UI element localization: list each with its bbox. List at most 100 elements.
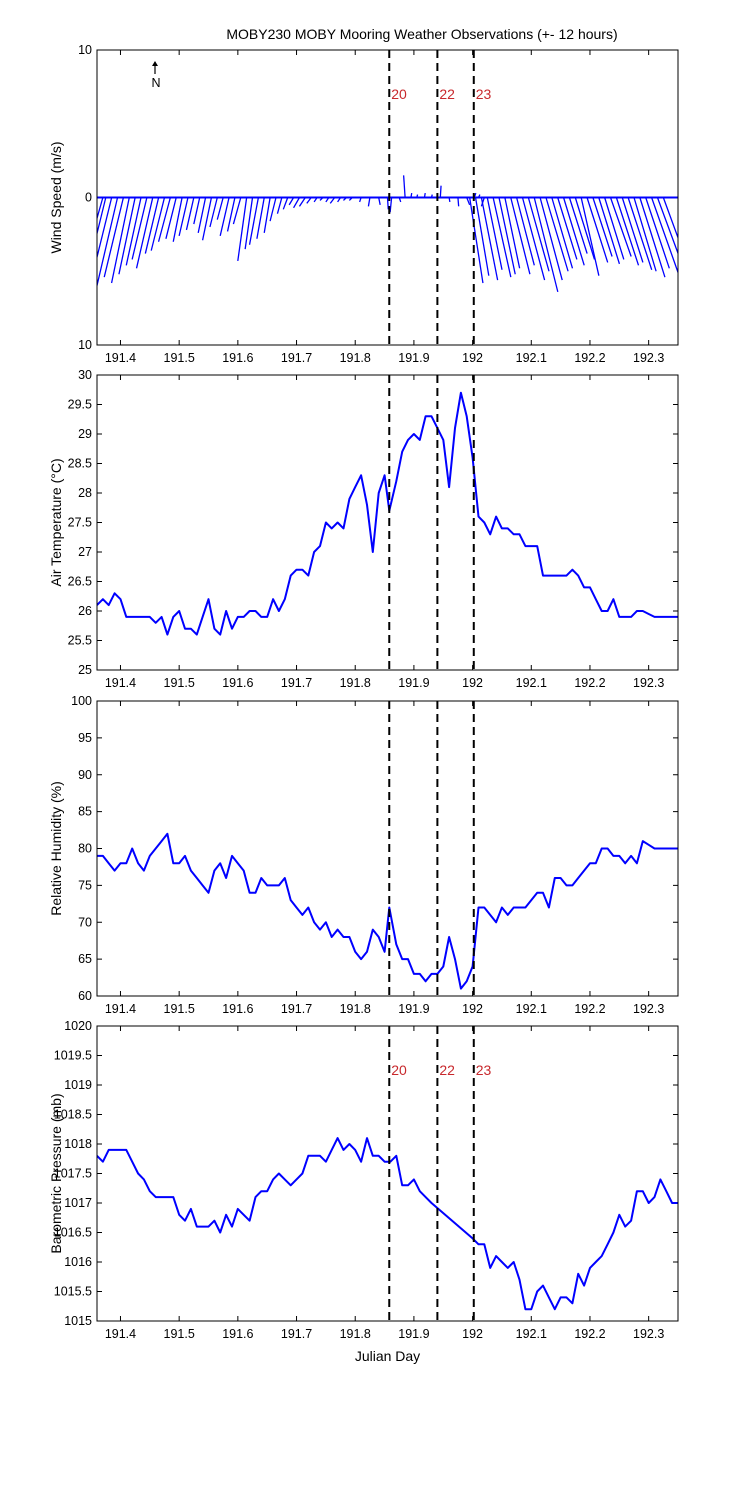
wind-stick xyxy=(448,197,451,203)
y-tick-label: 26 xyxy=(78,604,92,618)
wind-stick xyxy=(348,197,353,201)
y-tick-label: 70 xyxy=(78,915,92,929)
y-tick-label: 0 xyxy=(85,191,92,205)
wind-stick xyxy=(527,197,550,272)
y-tick-label: 75 xyxy=(78,878,92,892)
wind-stick xyxy=(125,197,142,266)
figure-title: MOBY230 MOBY Mooring Weather Observation… xyxy=(226,26,617,42)
y-tick-label: 95 xyxy=(78,731,92,745)
wind-stick xyxy=(237,197,248,262)
x-tick-label: 192.3 xyxy=(633,676,664,690)
x-tick-label: 191.9 xyxy=(398,351,429,365)
x-tick-label: 191.8 xyxy=(340,676,371,690)
relative-humidity-line xyxy=(97,832,678,990)
y-tick-label: 1020 xyxy=(64,1019,92,1033)
wind-stick xyxy=(178,197,189,236)
wind-stick xyxy=(219,197,230,236)
panel-relative-humidity: 60 65 70 75 80 85 90 95 100 191.4 191.5 191.6 191.7 1… xyxy=(48,694,679,1016)
wind-stick xyxy=(319,197,324,201)
y-tick-label: 90 xyxy=(78,768,92,782)
wind-stick xyxy=(474,197,490,276)
wind-stick xyxy=(193,197,201,225)
x-tick-label: 191.5 xyxy=(164,676,195,690)
wind-stick xyxy=(498,197,516,275)
wind-stick xyxy=(621,197,644,263)
plot-area xyxy=(97,391,678,636)
x-tick-label: 191.8 xyxy=(340,351,371,365)
wind-stick xyxy=(226,197,236,232)
wind-stick xyxy=(598,197,621,265)
x-tick-label: 192.1 xyxy=(516,1327,547,1341)
wind-stick xyxy=(232,197,242,225)
wind-stick xyxy=(574,197,596,260)
wind-stick xyxy=(97,197,113,260)
y-tick-label: 28 xyxy=(78,486,92,500)
wind-stick xyxy=(131,197,148,260)
wind-stick xyxy=(276,197,283,214)
x-tick-label: 191.6 xyxy=(222,1002,253,1016)
wind-stick xyxy=(256,197,265,239)
wind-stick xyxy=(329,197,336,204)
wind-stick xyxy=(477,194,481,198)
wind-stick xyxy=(110,197,130,284)
x-tick-label: 192.2 xyxy=(574,351,605,365)
y-tick-label: 60 xyxy=(78,989,92,1003)
wind-stick xyxy=(343,197,347,201)
wind-stick xyxy=(103,197,125,278)
wind-stick xyxy=(580,197,600,276)
plot-frame xyxy=(96,49,679,346)
event-marker-label: 22 xyxy=(439,86,455,102)
wind-stick xyxy=(172,197,183,242)
y-axis-label: Barometric Pressure (mb) xyxy=(48,1093,64,1253)
wind-stick xyxy=(521,197,546,281)
y-axis-label: Wind Speed (m/s) xyxy=(48,141,64,253)
wind-stick xyxy=(282,197,289,210)
wind-stick xyxy=(592,197,613,257)
x-tick-label: 192.1 xyxy=(516,351,547,365)
y-tick-label: 29.5 xyxy=(68,398,92,412)
y-tick-label: 30 xyxy=(78,368,92,382)
wind-stick xyxy=(639,197,666,278)
y-tick-label: 1015 xyxy=(64,1314,92,1328)
air-temperature-line xyxy=(97,391,678,636)
y-tick-label: 1017 xyxy=(64,1196,92,1210)
y-tick-label: 29 xyxy=(78,427,92,441)
barometric-pressure-line xyxy=(97,1137,678,1311)
y-tick-label: 10 xyxy=(78,338,92,352)
x-tick-label: 191.5 xyxy=(164,1002,195,1016)
y-tick-label: 10 xyxy=(78,43,92,57)
wind-stick xyxy=(615,197,640,266)
x-tick-label: 191.6 xyxy=(222,1327,253,1341)
wind-stick xyxy=(551,197,574,269)
event-marker-label: 20 xyxy=(391,86,407,102)
plot-frame xyxy=(96,700,679,997)
wind-stick xyxy=(135,197,154,269)
wind-stick xyxy=(358,197,362,203)
y-tick-label: 1018 xyxy=(64,1137,92,1151)
x-tick-label: 192.3 xyxy=(633,1327,664,1341)
wind-stick xyxy=(480,197,499,281)
wind-stick xyxy=(457,197,460,207)
x-tick-label: 191.7 xyxy=(281,1002,312,1016)
panel-air-temperature: 25 25.5 26 26.5 27 27.5 28 28.5 29 29.5 30 191.4 191… xyxy=(48,368,679,690)
x-tick-label: 191.9 xyxy=(398,676,429,690)
y-tick-label: 1016 xyxy=(64,1255,92,1269)
y-tick-label: 1019 xyxy=(64,1078,92,1092)
y-tick-label: 1016.5 xyxy=(54,1226,92,1240)
x-tick-label: 192.1 xyxy=(516,676,547,690)
wind-stick xyxy=(515,197,535,266)
wind-stick xyxy=(568,197,588,254)
wind-stick xyxy=(466,197,471,206)
north-label: N xyxy=(151,76,160,90)
wind-stick xyxy=(269,197,277,222)
x-tick-label: 191.9 xyxy=(398,1002,429,1016)
x-tick-label: 192.2 xyxy=(574,676,605,690)
wind-stick xyxy=(650,197,678,273)
wind-stick xyxy=(439,185,442,198)
event-marker-label: 20 xyxy=(391,1062,407,1078)
wind-stick xyxy=(298,197,306,207)
y-axis-label: Relative Humidity (%) xyxy=(48,781,64,916)
